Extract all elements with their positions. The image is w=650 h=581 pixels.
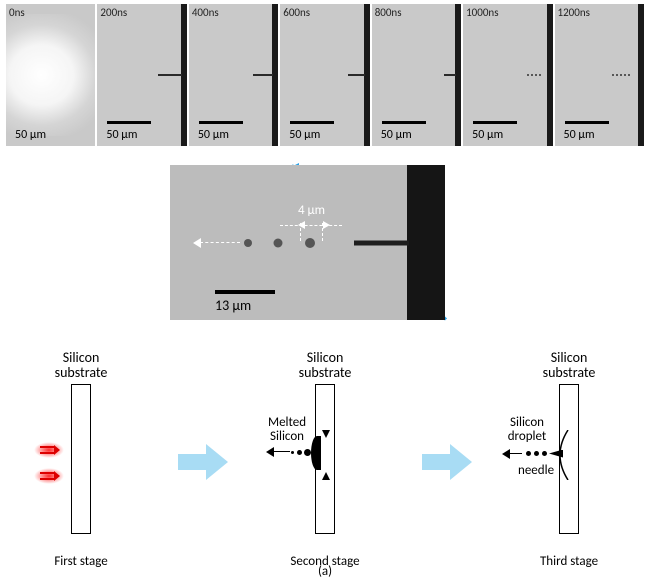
substrate-edge [547, 4, 553, 146]
panel-0ns: 0ns 50 µm [6, 4, 95, 146]
droplet-train [527, 74, 541, 76]
panel-1000ns: 1000ns 50 µm [463, 4, 552, 146]
droplet [244, 239, 252, 247]
scalebar-label: 50 µm [381, 128, 412, 142]
scalebar-label: 50 µm [198, 128, 229, 142]
droplet [291, 451, 294, 454]
dimension-label: 4 µm [298, 203, 325, 218]
substrate-title-text: Siliconsubstrate [299, 349, 352, 381]
arrow-left-icon [502, 449, 510, 459]
scalebar-label: 13 µm [215, 297, 251, 314]
zoom-panel: 4 µm 13 µm [170, 165, 445, 320]
time-label: 0ns [9, 6, 25, 19]
droplet [297, 450, 302, 455]
substrate-edge [407, 165, 445, 320]
droplet [304, 449, 311, 456]
scalebar-label: 50 µm [289, 128, 320, 142]
time-label: 1200ns [558, 6, 590, 19]
scalebar [290, 121, 334, 124]
scalebar-label: 50 µm [106, 128, 137, 142]
laser-icon [34, 442, 64, 458]
time-label: 800ns [375, 6, 402, 19]
stage-arrow-icon [422, 442, 472, 482]
panel-800ns: 800ns 50 µm [372, 4, 461, 146]
melted-silicon-label: MeltedSilicon [258, 416, 316, 445]
droplet [542, 451, 547, 456]
arrow-left-icon [298, 221, 305, 229]
droplet [526, 451, 531, 456]
scalebar-label: 50 µm [564, 128, 595, 142]
scalebar-label: 50 µm [15, 128, 46, 142]
substrate-title: Siliconsubstrate [504, 350, 634, 381]
jet-needle [354, 240, 409, 245]
scalebar [107, 121, 151, 124]
substrate-edge [638, 4, 644, 146]
stage-first: Siliconsubstrate First stage [16, 350, 146, 575]
scalebar [199, 121, 243, 124]
stage-caption: First stage [16, 554, 146, 569]
substrate-slab [71, 384, 91, 534]
droplet-label: Silicondroplet [498, 416, 556, 445]
arrow-right-icon [323, 221, 330, 229]
zoom-panel-wrap: 4 µm 13 µm [170, 165, 445, 320]
needle-label: needle [518, 464, 568, 478]
jet-needle [253, 74, 273, 76]
arrow-left-icon [193, 238, 201, 248]
jet-needle [158, 74, 182, 76]
scalebar [215, 290, 275, 294]
droplet [534, 451, 539, 456]
time-label: 1000ns [466, 6, 498, 19]
scalebar-label: 50 µm [472, 128, 503, 142]
time-label: 400ns [192, 6, 219, 19]
panel-400ns: 400ns 50 µm [189, 4, 278, 146]
panel-600ns: 600ns 50 µm [280, 4, 369, 146]
time-series-panels: 0ns 50 µm 200ns 50 µm 400ns 50 µm 600ns … [0, 0, 650, 146]
dimension-leader [280, 225, 342, 226]
substrate-title: Siliconsubstrate [16, 350, 146, 381]
arrow-up-icon [322, 472, 330, 480]
substrate-title-text: Siliconsubstrate [543, 349, 596, 381]
scalebar [565, 121, 609, 124]
laser-icon [34, 468, 64, 484]
stage-second: Siliconsubstrate MeltedSilicon Second st… [260, 350, 390, 575]
scalebar [473, 121, 517, 124]
time-label: 600ns [283, 6, 310, 19]
melt-pool [311, 436, 321, 470]
motion-leader [508, 453, 522, 455]
time-label: 200ns [100, 6, 127, 19]
droplet [305, 238, 315, 248]
stage-caption: Third stage [504, 554, 634, 569]
stage-arrow-icon [178, 442, 228, 482]
substrate-title: Siliconsubstrate [260, 350, 390, 381]
droplet-train [612, 74, 630, 76]
motion-leader [200, 242, 240, 243]
stages-diagram: Siliconsubstrate First stage Siliconsubs… [0, 343, 650, 581]
substrate-title-text: Siliconsubstrate [55, 349, 108, 381]
jet-needle [348, 74, 365, 76]
laser-flash [6, 14, 95, 136]
panel-1200ns: 1200ns 50 µm [555, 4, 644, 146]
stage-third: Siliconsubstrate Silicondroplet needle T… [504, 350, 634, 575]
arrow-left-icon [266, 447, 274, 457]
panel-200ns: 200ns 50 µm [97, 4, 186, 146]
jet-needle [444, 74, 456, 76]
motion-leader [272, 451, 290, 453]
scalebar [382, 121, 426, 124]
figure-label: (a) [318, 564, 332, 579]
droplet [274, 238, 283, 247]
arrow-down-icon [322, 430, 330, 438]
